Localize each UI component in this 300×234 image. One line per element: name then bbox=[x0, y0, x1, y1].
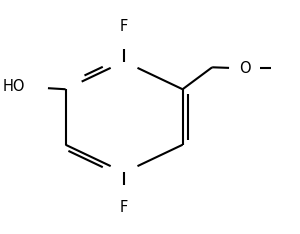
Text: F: F bbox=[120, 200, 128, 215]
Text: HO: HO bbox=[3, 79, 25, 95]
Text: F: F bbox=[120, 19, 128, 34]
Text: O: O bbox=[239, 61, 250, 76]
